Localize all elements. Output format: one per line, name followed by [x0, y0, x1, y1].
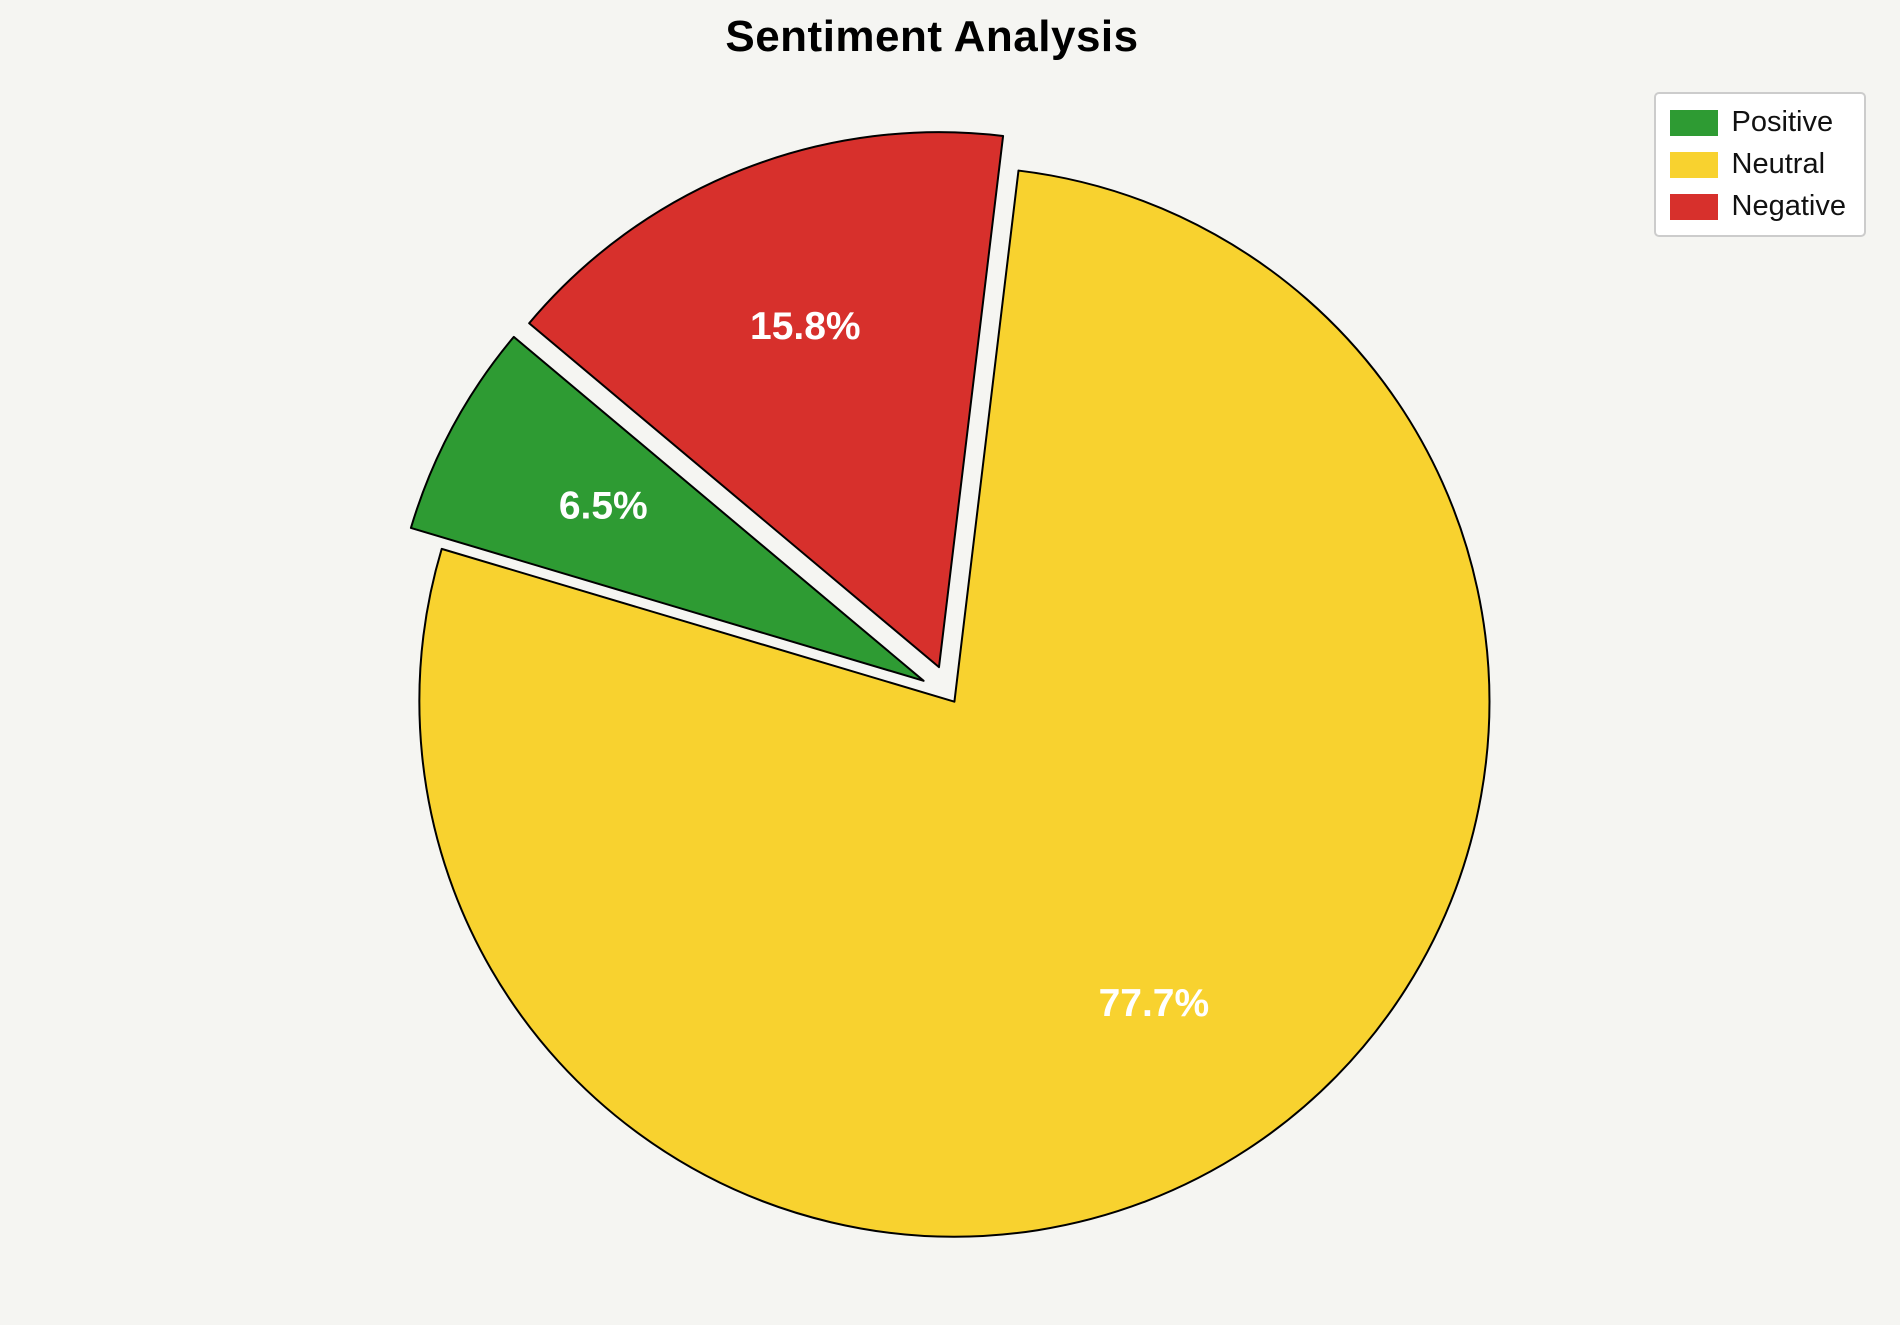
pie-slice-negative [528, 131, 1005, 669]
chart-title-row: Sentiment Analysis [0, 12, 1900, 62]
pie-pct-label-neutral: 77.7% [1099, 982, 1210, 1025]
legend-swatch-icon [1669, 109, 1718, 136]
legend-swatch-icon [1669, 193, 1718, 220]
pie-pct-label-positive: 6.5% [559, 485, 648, 528]
pie-pct-label-negative: 15.8% [750, 305, 861, 348]
legend-label: Negative [1731, 190, 1846, 222]
legend-item-neutral: Neutral [1669, 148, 1846, 181]
legend-item-negative: Negative [1669, 190, 1846, 223]
legend: Positive Neutral Negative [1653, 92, 1866, 237]
legend-item-positive: Positive [1669, 106, 1846, 139]
legend-label: Neutral [1731, 148, 1826, 180]
pie-slice-positive [409, 335, 925, 682]
pie-slice-neutral [418, 169, 1491, 1238]
legend-swatch-icon [1669, 151, 1718, 178]
chart-title: Sentiment Analysis [725, 12, 1139, 61]
legend-label: Positive [1731, 106, 1834, 138]
